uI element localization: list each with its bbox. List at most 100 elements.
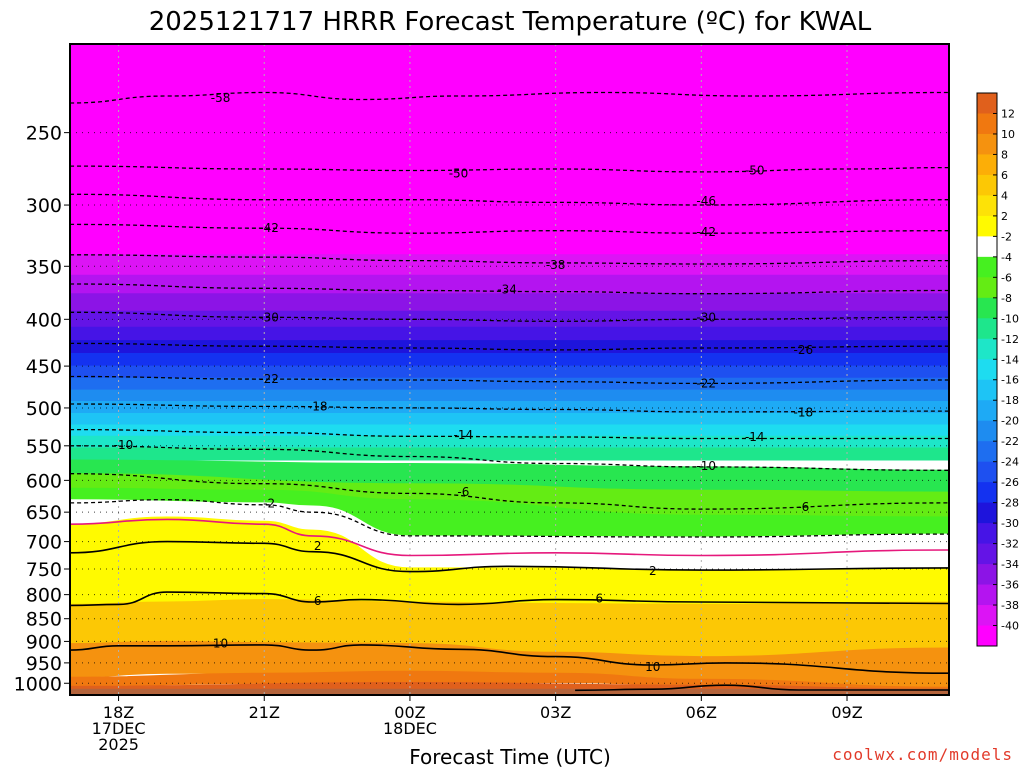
isotherm-label: -42	[696, 225, 716, 239]
colorbar-label: -8	[1001, 292, 1012, 305]
colorbar-swatch	[977, 133, 997, 155]
isotherm--22	[70, 375, 949, 385]
colorbar-swatch	[977, 482, 997, 504]
colorbar-swatch	[977, 584, 997, 606]
isotherm-label: -50	[745, 163, 765, 177]
y-tick-label: 550	[26, 436, 62, 458]
isotherms	[70, 91, 949, 692]
isotherm--50	[70, 165, 949, 173]
colorbar-swatch	[977, 113, 997, 135]
y-tick-label: 650	[26, 502, 62, 524]
isotherm-label: -6	[457, 485, 469, 499]
colorbar-swatch	[977, 338, 997, 360]
x-tick-label: 21Z	[249, 703, 280, 722]
isotherm--26	[70, 342, 949, 351]
temp-band--32	[70, 310, 949, 328]
x-tick-label: 09Z	[831, 703, 862, 722]
y-tick-label: 350	[26, 256, 62, 278]
y-tick-label: 250	[26, 123, 62, 145]
colorbar-swatch	[977, 256, 997, 278]
temp-band--16	[70, 412, 949, 426]
isotherm-label: 2	[649, 564, 657, 578]
colorbar-swatch	[977, 461, 997, 483]
y-tick-label: 750	[26, 559, 62, 581]
isotherm-2	[70, 540, 949, 573]
isotherm-label: -58	[211, 91, 231, 105]
colorbar-swatch	[977, 277, 997, 299]
isotherm-label: -30	[259, 310, 279, 324]
x-tick-label: 06Z	[686, 703, 717, 722]
isotherm-label: -38	[546, 258, 566, 272]
isotherm--2	[70, 499, 949, 538]
isotherm--38	[70, 254, 949, 265]
isotherm-label: 6	[596, 592, 604, 606]
colorbar-label: -10	[1001, 312, 1019, 325]
colorbar-swatch	[977, 215, 997, 237]
plot-frame	[69, 43, 950, 696]
colorbar-swatch	[977, 420, 997, 442]
temperature-bands	[70, 44, 949, 695]
colorbar-swatch	[977, 523, 997, 545]
colorbar-swatch	[977, 174, 997, 196]
colorbar-swatch	[977, 297, 997, 319]
source-watermark[interactable]: coolwx.com/models	[832, 745, 1013, 764]
colorbar-label: -38	[1001, 599, 1019, 612]
colorbar-swatch	[977, 154, 997, 176]
isotherm--58	[70, 91, 949, 104]
temp-band-ground	[70, 688, 949, 695]
colorbar-swatch	[977, 625, 997, 647]
isotherm-14	[575, 684, 949, 692]
isotherm-label: 6	[314, 594, 322, 608]
isotherm-label: -10	[114, 438, 134, 452]
colorbar-label: -4	[1001, 251, 1012, 264]
y-tick-label: 950	[26, 653, 62, 675]
x-tick-label: 03Z	[540, 703, 571, 722]
colorbar-swatch	[977, 236, 997, 258]
y-tick-label: 1000	[14, 673, 62, 695]
colorbar-swatch	[977, 379, 997, 401]
isotherm-label: -18	[308, 399, 328, 413]
colorbar-swatch	[977, 502, 997, 524]
colorbar-label: -40	[1001, 620, 1019, 633]
colorbar-label: 2	[1001, 210, 1008, 223]
y-tick-label: 800	[26, 585, 62, 607]
colorbar-swatch	[977, 93, 997, 114]
x-tick-label: 00Z	[394, 703, 425, 722]
colorbar-label: -12	[1001, 333, 1019, 346]
y-tick-label: 900	[26, 631, 62, 653]
colorbar-label: -14	[1001, 353, 1019, 366]
isotherm-label: -26	[794, 343, 814, 357]
temp-band--12	[70, 435, 949, 449]
isotherm-label: 10	[213, 637, 228, 651]
x-tick-label: 18Z	[103, 703, 134, 722]
isotherm--18	[70, 403, 949, 413]
temp-band--40	[70, 44, 949, 256]
isotherm-10	[70, 644, 949, 674]
temp-band--30	[70, 326, 949, 342]
isotherm-label: -46	[696, 194, 716, 208]
chart-title: 2025121717 HRRR Forecast Temperature (ºC…	[149, 7, 872, 37]
gridlines	[70, 44, 949, 695]
colorbar-label: -36	[1001, 579, 1019, 592]
colorbar-swatch	[977, 441, 997, 463]
colorbar-swatch	[977, 543, 997, 565]
isotherm-6	[70, 591, 949, 607]
colorbar-label: -20	[1001, 415, 1019, 428]
colorbar-label: 4	[1001, 189, 1008, 202]
colorbar-label: -32	[1001, 538, 1019, 551]
isotherm--6	[70, 473, 949, 510]
isotherm--46	[70, 193, 949, 206]
colorbar-swatch	[977, 605, 997, 627]
temp-band--10	[70, 447, 949, 461]
colorbar-swatch	[977, 359, 997, 381]
colorbar-label: -28	[1001, 497, 1019, 510]
colorbar-label: 6	[1001, 169, 1008, 182]
y-tick-label: 400	[26, 309, 62, 331]
x-tick-label: 2025	[98, 735, 139, 754]
colorbar-label: 10	[1001, 128, 1015, 141]
colorbar-label: -6	[1001, 271, 1012, 284]
isotherm-label: -42	[259, 221, 279, 235]
isotherm-label: -14	[745, 430, 765, 444]
isotherm-label: 2	[314, 539, 322, 553]
